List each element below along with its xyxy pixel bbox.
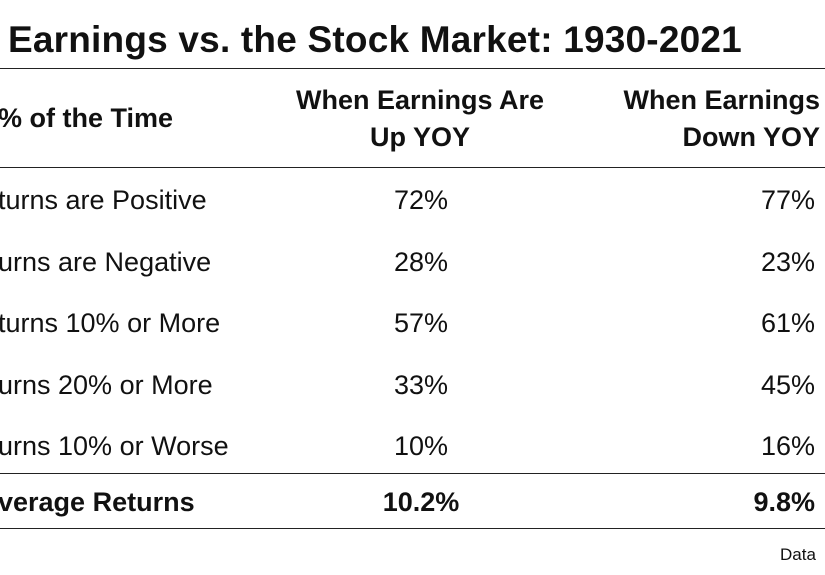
row-label: urns 20% or More [0,370,213,400]
row-down-value: 61% [760,308,815,338]
header-col1-line2: Up YOY [369,122,471,152]
header-col2-line1: When Earnings [623,85,820,115]
header-col1-line1: When Earnings Are [295,85,545,115]
row-up-value: 33% [393,370,449,400]
row-up-value: 10% [393,431,449,461]
summary-up-value: 10.2% [382,487,460,517]
header-col0: % of the Time [0,103,174,133]
row-up-value: 57% [393,308,449,338]
header-col2-line2: Down YOY [682,122,820,152]
header-rule [0,167,825,168]
row-up-value: 28% [393,247,449,277]
summary-rule [0,473,825,474]
row-down-value: 16% [760,431,815,461]
row-up-value: 72% [393,185,449,215]
row-label: turns 10% or More [0,308,221,338]
row-down-value: 77% [760,185,815,215]
row-down-value: 45% [760,370,815,400]
row-label: turns are Positive [0,185,207,215]
row-down-value: 23% [760,247,815,277]
top-rule [0,68,825,69]
summary-down-value: 9.8% [753,487,815,517]
row-label: urns 10% or Worse [0,431,229,461]
source-note: Data [780,545,816,564]
bottom-rule [0,528,825,529]
summary-label: verage Returns [0,487,195,517]
row-label: urns are Negative [0,247,212,277]
chart-title: Earnings vs. the Stock Market: 1930-2021 [8,19,742,60]
